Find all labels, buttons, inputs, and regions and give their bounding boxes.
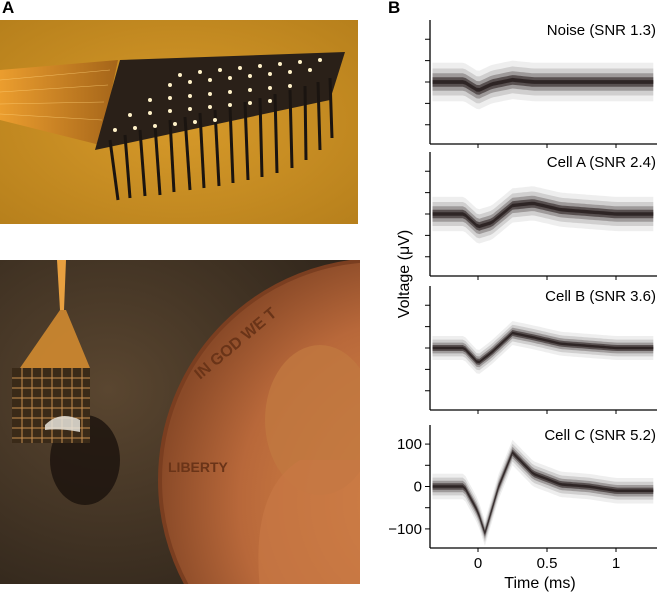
y-tick-label: 100	[397, 436, 422, 453]
panel-title: Cell B (SNR 3.6)	[545, 288, 656, 305]
penny-comparison-photo: IN GOD WE T LIBERTY	[0, 260, 360, 584]
panel-title: Cell A (SNR 2.4)	[547, 154, 656, 171]
panel-b-label: B	[388, 0, 401, 17]
y-tick-label: −100	[388, 521, 422, 538]
y-axis-label: Voltage (μV)	[396, 229, 413, 319]
x-tick-label: 0.5	[537, 555, 558, 572]
panel-title: Cell C (SNR 5.2)	[544, 427, 656, 444]
coin-liberty: LIBERTY	[168, 459, 229, 475]
electrode-array-photo	[0, 20, 358, 224]
panel-title: Noise (SNR 1.3)	[547, 22, 656, 39]
panel-a-label: A	[2, 0, 15, 17]
x-tick-label: 1	[612, 555, 620, 572]
x-tick-label: 0	[474, 555, 482, 572]
y-tick-label: 0	[414, 479, 422, 496]
x-axis-label: Time (ms)	[504, 575, 576, 592]
